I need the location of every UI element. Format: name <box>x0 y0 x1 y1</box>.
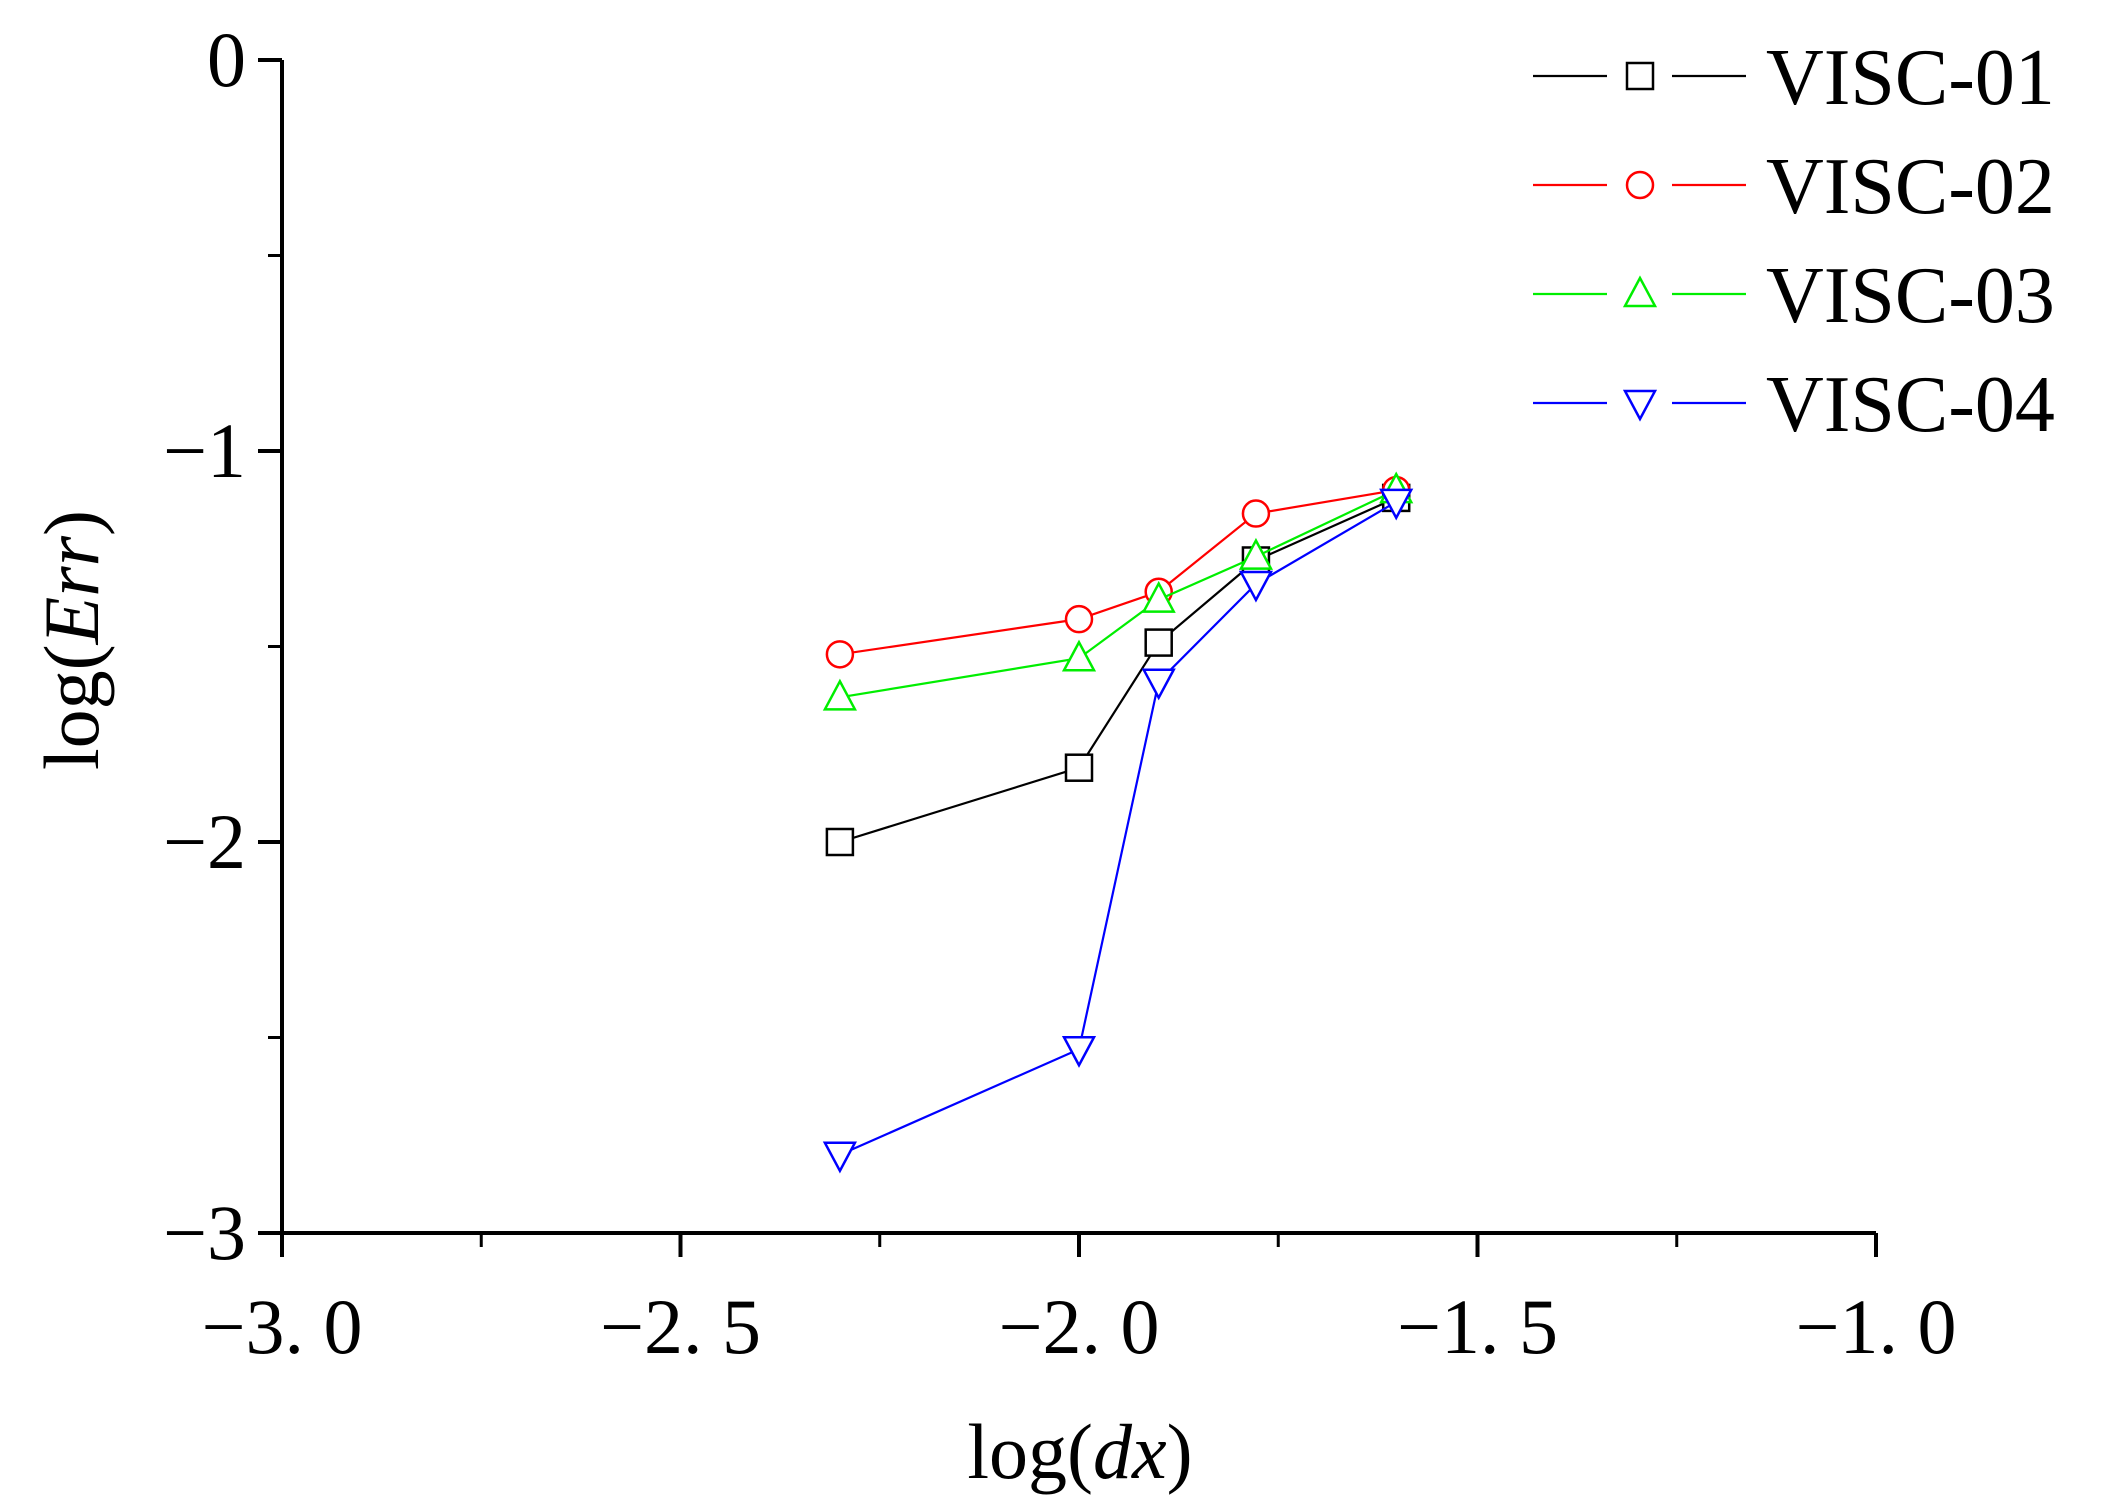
series-layer <box>822 471 1414 1174</box>
data-point <box>1141 580 1176 613</box>
series-visc-03 <box>822 471 1414 711</box>
y-tick-label: 0 <box>207 16 246 103</box>
legend: VISC-01 VISC-02 VISC-03 VISC-04 <box>1533 34 2055 449</box>
legend-marker <box>1622 389 1658 422</box>
data-point <box>1061 639 1097 672</box>
data-point <box>1064 604 1094 634</box>
legend-item: VISC-04 <box>1533 361 2055 449</box>
x-tick-label: −1. 0 <box>1796 1283 1957 1370</box>
data-point <box>1144 628 1173 657</box>
x-tick-label: −2. 0 <box>999 1283 1160 1370</box>
legend-marker <box>1625 61 1655 91</box>
y-tick-label: −2 <box>163 798 246 885</box>
data-point <box>822 1141 857 1174</box>
legend-label: VISC-04 <box>1766 361 2055 449</box>
x-tick-label: −3. 0 <box>202 1283 363 1370</box>
series-visc-04 <box>822 488 1414 1174</box>
data-point <box>1238 537 1274 570</box>
legend-item: VISC-01 <box>1533 34 2055 122</box>
data-point <box>1379 488 1414 521</box>
data-point <box>1141 668 1176 701</box>
legend-marker <box>1625 170 1655 200</box>
x-axis-title: log(dx) <box>967 1408 1192 1495</box>
axes: −3. 0 −2. 5 −2. 0 −1. 5 −1. 0 0 −1 −2 −3 <box>163 16 1957 1370</box>
data-point <box>825 640 855 669</box>
data-point <box>1241 499 1271 528</box>
series-visc-01 <box>825 483 1411 857</box>
data-point <box>822 678 857 711</box>
legend-item: VISC-02 <box>1533 143 2055 231</box>
legend-label: VISC-01 <box>1766 34 2055 122</box>
y-tick-label: −1 <box>163 407 246 494</box>
legend-marker <box>1622 275 1658 308</box>
data-point <box>1238 570 1274 603</box>
legend-label: VISC-03 <box>1766 252 2055 340</box>
data-point <box>1064 753 1094 782</box>
data-point <box>1061 1035 1097 1068</box>
series-line <box>839 489 1397 699</box>
legend-item: VISC-03 <box>1533 252 2055 340</box>
data-point <box>825 827 855 857</box>
x-tick-label: −2. 5 <box>600 1283 761 1370</box>
x-tick-label: −1. 5 <box>1397 1283 1558 1370</box>
y-axis-title: log(Err) <box>28 510 115 770</box>
series-line <box>839 500 1397 1156</box>
y-tick-label: −3 <box>163 1189 246 1276</box>
legend-label: VISC-02 <box>1766 143 2055 231</box>
series-visc-02 <box>825 475 1411 669</box>
